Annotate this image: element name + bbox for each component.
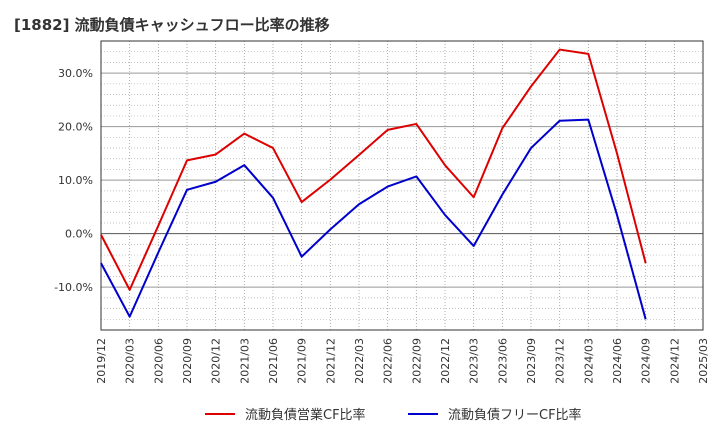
series-line — [100, 48, 647, 291]
x-tick-label: 2021/09 — [296, 338, 309, 384]
y-tick-label: 0.0% — [65, 228, 93, 241]
x-tick-label: 2019/12 — [95, 338, 108, 384]
x-tick-label: 2024/03 — [582, 338, 595, 384]
y-tick-label: 10.0% — [58, 174, 93, 187]
x-tick-label: 2020/03 — [124, 338, 137, 384]
x-tick-label: 2023/12 — [554, 338, 567, 384]
x-tick-label: 2025/03 — [697, 338, 710, 384]
legend-label: 流動負債営業CF比率 — [245, 407, 366, 423]
x-tick-label: 2021/03 — [238, 338, 251, 384]
x-tick-label: 2024/06 — [611, 338, 624, 384]
x-tick-label: 2020/06 — [152, 338, 165, 384]
y-tick-label: 20.0% — [58, 121, 93, 134]
axes: 30.0% 20.0% 10.0% 0.0% -10.0% 2019/12 2020/03 2… — [54, 40, 710, 384]
x-tick-label: 2023/09 — [525, 338, 538, 384]
x-tick-label: 2021/12 — [324, 338, 337, 384]
x-tick-label: 2023/06 — [496, 338, 509, 384]
series-lines — [100, 48, 647, 320]
y-tick-label: 30.0% — [58, 67, 93, 80]
grid — [100, 41, 704, 330]
chart-title: [1882] 流動負債キャッシュフロー比率の推移 — [14, 16, 330, 34]
plot-frame — [100, 40, 704, 331]
x-tick-label: 2023/03 — [468, 338, 481, 384]
x-tick-label: 2021/06 — [267, 338, 280, 384]
series-line — [100, 118, 647, 320]
x-tick-label: 2022/09 — [410, 338, 423, 384]
y-tick-label: -10.0% — [54, 281, 93, 294]
x-tick-label: 2022/12 — [439, 338, 452, 384]
x-tick-label: 2022/03 — [353, 338, 366, 384]
x-tick-label: 2020/12 — [210, 338, 223, 384]
legend-label: 流動負債フリーCF比率 — [448, 407, 582, 423]
x-tick-label: 2022/06 — [382, 338, 395, 384]
x-tick-label: 2024/12 — [668, 338, 681, 384]
x-tick-label: 2024/09 — [640, 338, 653, 384]
x-tick-label: 2020/09 — [181, 338, 194, 384]
legend: 流動負債営業CF比率 流動負債フリーCF比率 — [205, 407, 582, 423]
